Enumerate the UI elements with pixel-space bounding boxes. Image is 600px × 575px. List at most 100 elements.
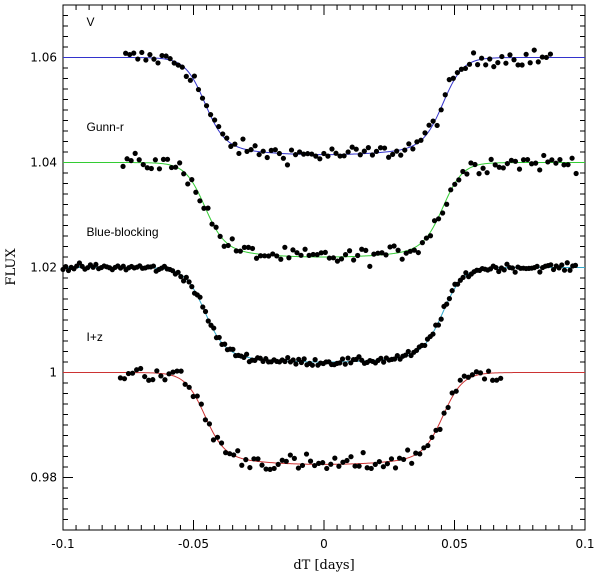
data-point (509, 265, 516, 271)
data-point (255, 456, 261, 462)
data-point (220, 131, 226, 137)
data-point (267, 466, 273, 472)
model-curve-3 (63, 372, 585, 465)
data-point (499, 53, 505, 60)
data-point (312, 357, 318, 363)
data-point (503, 60, 509, 66)
data-point (175, 62, 181, 68)
data-point (221, 243, 227, 249)
data-point (256, 151, 262, 158)
data-point (470, 50, 477, 56)
data-point (367, 263, 373, 269)
data-point (468, 160, 474, 166)
data-point (394, 353, 400, 359)
data-point (287, 452, 293, 458)
data-point (282, 358, 288, 365)
data-point (461, 373, 467, 379)
data-point (449, 288, 455, 294)
data-point (569, 155, 575, 161)
data-point (356, 354, 362, 360)
data-point (415, 249, 421, 256)
data-point (290, 357, 296, 363)
data-point (150, 377, 156, 383)
data-point (386, 154, 392, 160)
data-point (275, 461, 281, 467)
data-point (457, 377, 463, 383)
data-point (332, 455, 338, 461)
data-point (240, 136, 246, 142)
data-point (351, 257, 357, 263)
data-point (167, 56, 173, 62)
data-point (264, 154, 270, 161)
data-point (377, 145, 384, 151)
data-point (438, 107, 444, 113)
data-point (338, 256, 345, 262)
data-point (435, 216, 442, 222)
data-point (303, 451, 310, 457)
data-point (164, 156, 171, 162)
data-point (185, 181, 191, 187)
data-point (232, 141, 238, 147)
data-point (405, 447, 411, 453)
data-point (498, 375, 504, 381)
data-point (216, 123, 222, 130)
data-point (206, 421, 213, 427)
series-label: Blue-blocking (86, 225, 158, 239)
data-point (179, 64, 185, 70)
data-point (501, 267, 507, 273)
data-point (431, 218, 438, 224)
data-point (523, 51, 529, 57)
data-point (317, 156, 323, 162)
data-point (373, 148, 380, 154)
data-point (148, 165, 154, 172)
data-point (487, 56, 493, 62)
data-point (483, 62, 489, 68)
data-point (285, 354, 291, 361)
data-point (345, 149, 351, 155)
data-point (252, 143, 258, 149)
data-point (189, 284, 195, 290)
data-point (494, 377, 500, 383)
data-point (460, 274, 466, 280)
data-point (239, 462, 245, 468)
data-point (158, 373, 164, 379)
data-point (472, 161, 478, 168)
data-point (128, 157, 134, 164)
data-point (123, 50, 129, 56)
data-point (456, 177, 462, 183)
data-point (529, 161, 535, 167)
data-point (253, 255, 260, 261)
data-point (355, 252, 361, 259)
data-point (493, 264, 499, 271)
x-axis-label: dT [days] (293, 558, 354, 573)
data-point (159, 52, 165, 59)
data-point (342, 252, 349, 258)
data-point (286, 255, 292, 261)
data-point (178, 368, 184, 374)
data-point (441, 410, 447, 416)
data-point (293, 361, 299, 367)
data-point (216, 334, 222, 341)
data-point (496, 268, 502, 275)
data-point (419, 240, 425, 246)
data-point (144, 165, 150, 171)
data-point (394, 148, 400, 154)
data-point (237, 248, 243, 254)
data-point (299, 462, 306, 469)
data-point (399, 256, 405, 262)
data-point (527, 60, 533, 66)
data-point (539, 54, 545, 60)
data-point (375, 250, 381, 256)
data-point (396, 455, 403, 461)
data-point (291, 455, 297, 461)
data-point (534, 263, 540, 269)
data-point (561, 267, 568, 273)
y-axis-label: FLUX (4, 248, 19, 286)
data-point (336, 463, 342, 469)
data-point (533, 160, 539, 166)
data-point (186, 279, 192, 285)
data-point (262, 253, 268, 259)
data-point (391, 243, 397, 249)
data-point (271, 465, 277, 472)
data-point (181, 171, 187, 177)
